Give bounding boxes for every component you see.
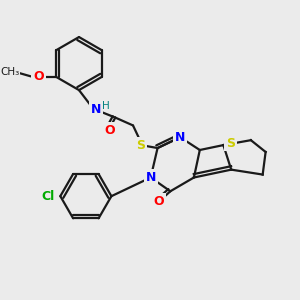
Text: O: O: [153, 195, 164, 208]
Text: S: S: [226, 136, 235, 150]
Text: H: H: [102, 101, 110, 111]
Text: N: N: [91, 103, 101, 116]
Text: N: N: [175, 131, 185, 144]
Text: CH₃: CH₃: [0, 67, 20, 77]
Text: S: S: [136, 139, 146, 152]
Text: N: N: [146, 171, 156, 184]
Text: O: O: [33, 70, 44, 83]
Text: O: O: [104, 124, 115, 137]
Text: Cl: Cl: [41, 190, 54, 203]
